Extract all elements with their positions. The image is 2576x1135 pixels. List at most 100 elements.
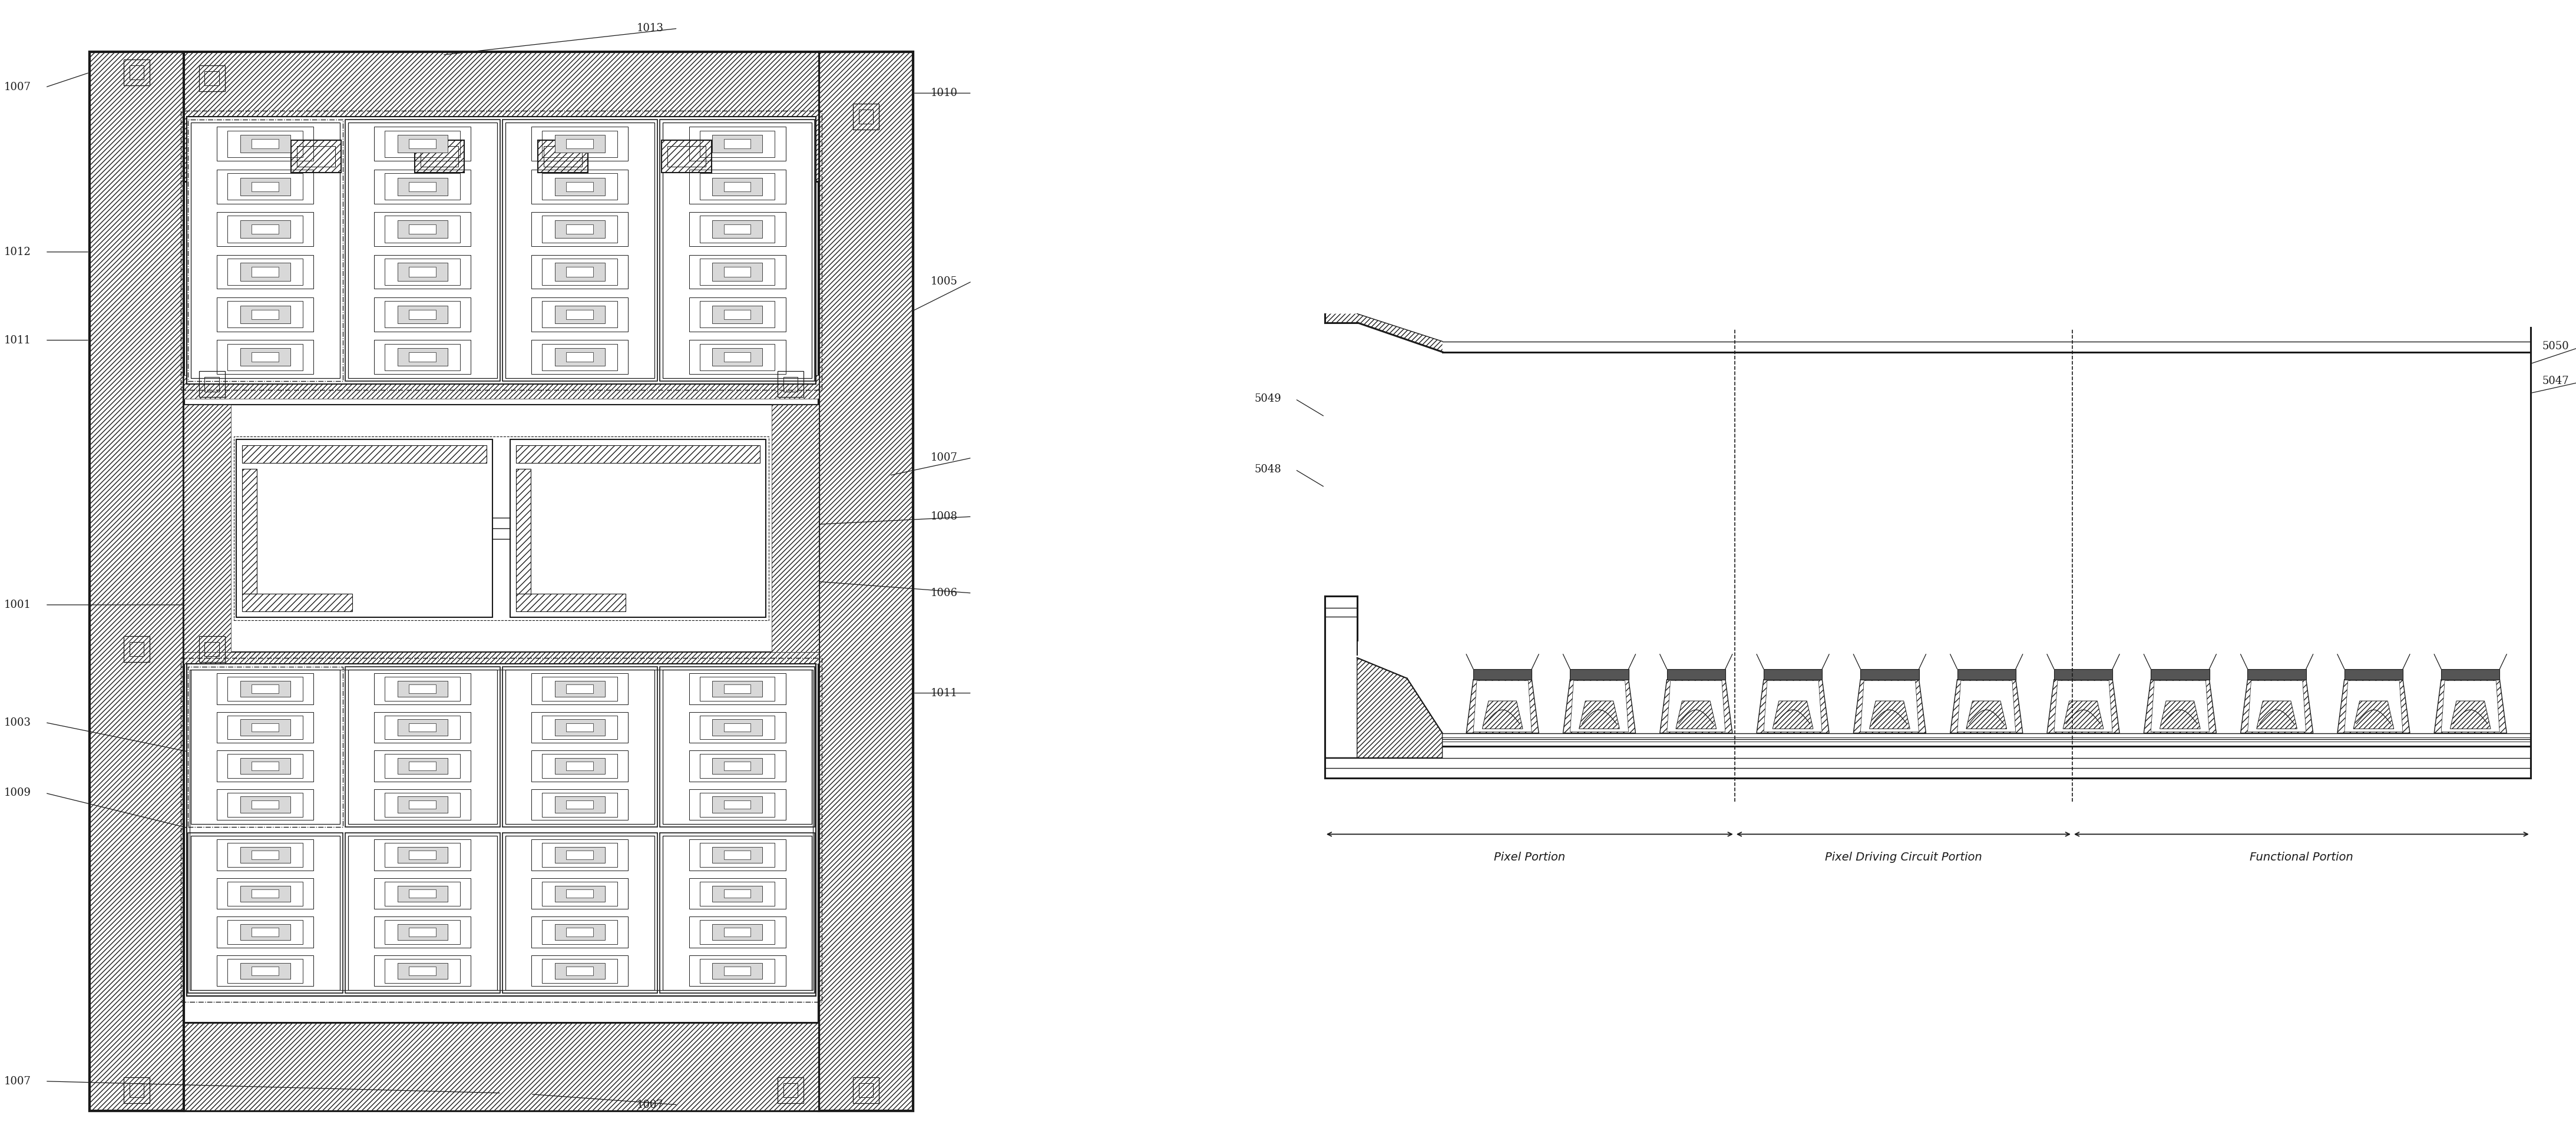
Text: 1012: 1012	[5, 246, 31, 258]
Bar	[204, 72, 219, 85]
Bar	[567, 684, 592, 693]
Bar	[662, 141, 711, 173]
Bar	[701, 792, 775, 817]
Bar	[724, 684, 750, 693]
Bar	[505, 835, 654, 990]
Bar	[515, 594, 626, 612]
Bar	[410, 762, 435, 771]
Text: 5050: 5050	[2543, 340, 2568, 352]
Bar	[554, 348, 605, 365]
Bar	[348, 835, 497, 990]
Bar	[541, 676, 618, 701]
Bar	[701, 676, 775, 701]
Bar	[374, 956, 471, 986]
Bar	[384, 216, 461, 243]
Bar	[554, 178, 605, 195]
Bar	[240, 758, 291, 774]
Bar	[183, 52, 819, 182]
Text: 5048: 5048	[1255, 464, 1280, 474]
Bar	[688, 956, 786, 986]
Bar	[724, 723, 750, 732]
Bar	[567, 800, 592, 809]
Bar	[198, 371, 224, 397]
Bar	[2344, 669, 2403, 680]
Bar	[348, 123, 497, 378]
Bar	[252, 800, 278, 809]
Text: 1007: 1007	[636, 1100, 665, 1110]
Bar	[688, 750, 786, 782]
Bar	[415, 141, 464, 173]
Bar	[183, 405, 819, 651]
Bar	[227, 131, 304, 157]
Bar	[227, 959, 304, 983]
Bar	[397, 220, 448, 238]
Bar	[701, 882, 775, 906]
Bar	[384, 259, 461, 285]
Bar	[374, 840, 471, 871]
Bar	[711, 178, 762, 195]
Bar	[701, 754, 775, 779]
Bar	[90, 52, 912, 1111]
Bar	[227, 882, 304, 906]
Bar	[541, 715, 618, 740]
Bar	[384, 882, 461, 906]
Bar	[188, 833, 343, 993]
Bar	[541, 920, 618, 944]
Bar	[240, 263, 291, 280]
Bar	[240, 847, 291, 863]
Bar	[384, 131, 461, 157]
Bar	[240, 178, 291, 195]
Bar	[410, 310, 435, 319]
Bar	[531, 917, 629, 948]
Bar	[711, 220, 762, 238]
Bar	[410, 928, 435, 936]
Bar	[227, 715, 304, 740]
Bar	[384, 843, 461, 867]
Bar	[374, 127, 471, 161]
Text: 1013: 1013	[636, 23, 665, 34]
Bar	[374, 878, 471, 909]
Bar	[410, 140, 435, 149]
Bar	[410, 182, 435, 192]
Bar	[216, 127, 314, 161]
Bar	[252, 225, 278, 234]
Bar	[724, 267, 750, 277]
Bar	[90, 52, 912, 1111]
Polygon shape	[1765, 681, 1821, 732]
Polygon shape	[1757, 680, 1829, 733]
Bar	[688, 212, 786, 246]
Bar	[216, 297, 314, 331]
Polygon shape	[2063, 701, 2105, 729]
Bar	[242, 594, 353, 612]
Bar	[227, 843, 304, 867]
Bar	[502, 119, 657, 381]
Bar	[240, 135, 291, 153]
Bar	[410, 684, 435, 693]
Bar	[129, 66, 144, 79]
Polygon shape	[2249, 681, 2306, 732]
Bar	[554, 797, 605, 813]
Bar	[291, 141, 340, 173]
Bar	[410, 267, 435, 277]
Bar	[415, 141, 464, 173]
Bar	[420, 146, 459, 167]
Bar	[198, 636, 224, 662]
Bar	[688, 789, 786, 821]
Text: 1011: 1011	[930, 688, 958, 698]
Bar	[531, 340, 629, 375]
Bar	[711, 758, 762, 774]
Bar	[554, 263, 605, 280]
Bar	[410, 352, 435, 362]
Bar	[227, 344, 304, 370]
Bar	[129, 641, 144, 656]
Bar	[374, 712, 471, 743]
Bar	[711, 305, 762, 323]
Bar	[240, 885, 291, 901]
Bar	[853, 1077, 878, 1103]
Bar	[252, 140, 278, 149]
Bar	[724, 182, 750, 192]
Bar	[531, 212, 629, 246]
Bar	[242, 594, 353, 612]
Bar	[541, 754, 618, 779]
Bar	[688, 712, 786, 743]
